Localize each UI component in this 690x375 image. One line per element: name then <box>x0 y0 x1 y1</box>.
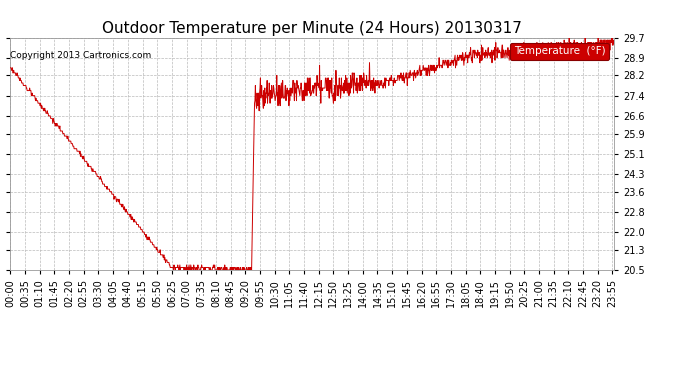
Title: Outdoor Temperature per Minute (24 Hours) 20130317: Outdoor Temperature per Minute (24 Hours… <box>102 21 522 36</box>
Text: Copyright 2013 Cartronics.com: Copyright 2013 Cartronics.com <box>10 51 152 60</box>
Legend: Temperature  (°F): Temperature (°F) <box>510 43 609 60</box>
